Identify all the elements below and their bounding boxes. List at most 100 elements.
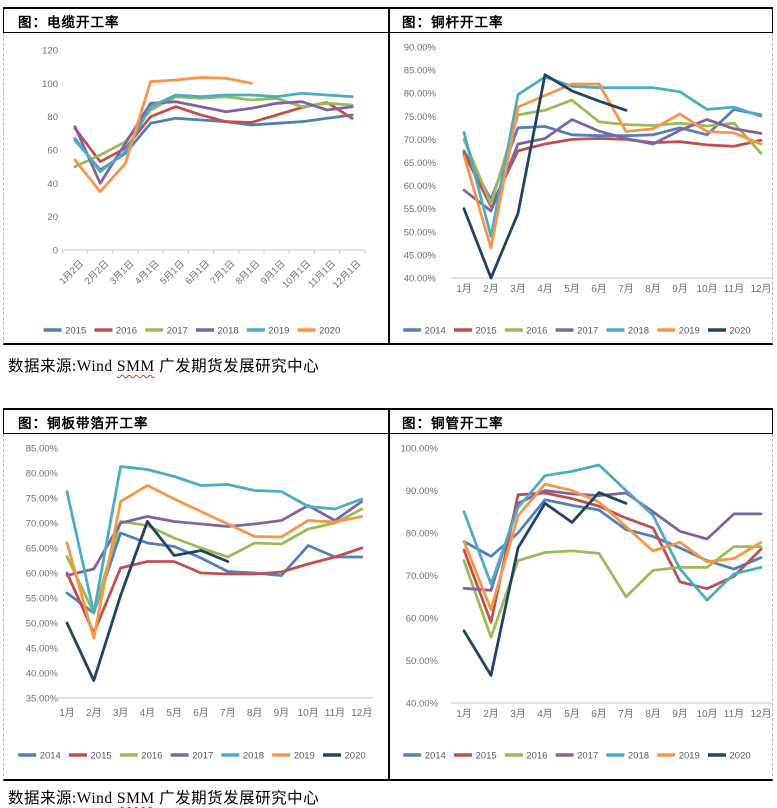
svg-text:8月: 8月 <box>247 707 263 719</box>
svg-text:3月: 3月 <box>510 283 526 295</box>
svg-text:8月: 8月 <box>645 283 661 295</box>
svg-text:100: 100 <box>42 79 58 90</box>
svg-text:6月: 6月 <box>193 707 209 719</box>
svg-text:60: 60 <box>47 146 58 157</box>
source-note-prefix: 数据来源:Wind <box>8 790 117 807</box>
series-line-2017 <box>462 118 763 213</box>
svg-text:60.00%: 60.00% <box>406 614 439 625</box>
svg-text:3月: 3月 <box>510 708 526 720</box>
svg-text:7月: 7月 <box>618 283 634 295</box>
svg-text:50.00%: 50.00% <box>406 656 439 667</box>
svg-text:2月: 2月 <box>483 283 499 295</box>
svg-text:85.00%: 85.00% <box>404 66 437 77</box>
svg-text:10月: 10月 <box>696 283 717 295</box>
svg-text:20: 20 <box>47 212 58 223</box>
svg-text:45.00%: 45.00% <box>404 250 437 261</box>
series-line-2018 <box>462 75 763 238</box>
svg-text:70.00%: 70.00% <box>404 135 437 146</box>
svg-text:75.00%: 75.00% <box>26 494 59 505</box>
figure-title-row-bottom: 图：铜板带箔开工率 图：铜管开工率 <box>3 408 773 434</box>
svg-text:7月: 7月 <box>618 708 634 720</box>
source-note-brand: SMM <box>117 790 155 807</box>
series-line-2018 <box>73 100 354 185</box>
svg-text:4月1日: 4月1日 <box>133 258 162 287</box>
svg-text:45.00%: 45.00% <box>26 644 59 655</box>
figure-row-bottom: 图：铜板带箔开工率 图：铜管开工率 35.00% 40.00% 45.00% 50.0… <box>3 408 773 781</box>
svg-text:90.00%: 90.00% <box>404 43 437 54</box>
y-axis-labels: 40.00% 50.00% 60.00% 70.00% 80.00% 90.00% 100.… <box>400 444 438 710</box>
series-line-2015 <box>73 113 354 172</box>
svg-text:9月: 9月 <box>274 707 290 719</box>
svg-text:5月1日: 5月1日 <box>158 258 187 287</box>
x-axis-labels: 1月 2月 3月 4月 5月 6月 7月 8月 9月 10月 11月 12月 <box>456 708 771 720</box>
series-line-2019 <box>73 91 354 174</box>
legend-label-2016: 2016 <box>141 751 162 762</box>
svg-text:12月: 12月 <box>351 707 372 719</box>
x-axis-labels: 1月 2月 3月 4月 5月 6月 7月 8月 9月 10月 11月 12月 <box>456 283 771 295</box>
legend-label-2020: 2020 <box>319 326 340 337</box>
source-note: 数据来源:Wind SMM 广发期货发展研究中心 <box>8 786 319 808</box>
series-line-2015 <box>65 546 364 635</box>
series-line-2020 <box>65 520 230 682</box>
svg-text:85.00%: 85.00% <box>26 444 59 455</box>
svg-text:5月: 5月 <box>564 283 580 295</box>
x-axis <box>61 249 366 254</box>
series-line-2020 <box>462 73 628 280</box>
legend: 2014 2015 2016 2017 2018 2019 2020 <box>403 326 751 337</box>
svg-text:40.00%: 40.00% <box>26 669 59 680</box>
series-line-2020 <box>462 491 628 677</box>
svg-text:1月: 1月 <box>59 707 75 719</box>
svg-text:7月1日: 7月1日 <box>209 258 238 287</box>
x-axis-labels: 1月2日2月2日3月1日4月1日5月1日6月1日7月1日8月1日9月1日10月1… <box>57 258 363 290</box>
legend-label-2016: 2016 <box>526 326 547 337</box>
legend-label-2015: 2015 <box>476 326 497 337</box>
svg-text:1月: 1月 <box>456 708 472 720</box>
copper-strip-foil-operating-rate-chart: 35.00% 40.00% 45.00% 50.00% 55.00% 60.00% 65.0… <box>18 444 374 762</box>
source-note-brand: SMM <box>117 358 155 375</box>
series-lines <box>462 463 763 677</box>
svg-text:10月1日: 10月1日 <box>280 258 312 290</box>
svg-text:70.00%: 70.00% <box>406 571 439 582</box>
svg-text:3月1日: 3月1日 <box>108 258 137 287</box>
svg-text:35.00%: 35.00% <box>26 694 59 705</box>
series-line-2018 <box>65 465 364 615</box>
svg-text:40.00%: 40.00% <box>404 274 437 285</box>
svg-text:120: 120 <box>42 46 58 57</box>
legend-label-2014: 2014 <box>425 326 446 337</box>
legend-label-2018: 2018 <box>243 751 264 762</box>
svg-text:9月: 9月 <box>672 708 688 720</box>
svg-text:2月2日: 2月2日 <box>83 258 112 287</box>
series-line-2016 <box>73 101 354 164</box>
svg-text:4月: 4月 <box>537 708 553 720</box>
svg-text:80.00%: 80.00% <box>26 469 59 480</box>
copper-strip-chart-cell: 35.00% 40.00% 45.00% 50.00% 55.00% 60.00% 65.0… <box>4 434 390 779</box>
svg-text:50.00%: 50.00% <box>26 619 59 630</box>
legend-label-2015: 2015 <box>476 751 497 762</box>
svg-text:50.00%: 50.00% <box>404 227 437 238</box>
svg-text:65.00%: 65.00% <box>26 544 59 555</box>
legend-label-2018: 2018 <box>628 751 649 762</box>
legend-label-2018: 2018 <box>628 326 649 337</box>
legend-label-2016: 2016 <box>116 326 137 337</box>
svg-text:80.00%: 80.00% <box>404 89 437 100</box>
source-note-suffix: 广发期货发展研究中心 <box>154 790 320 807</box>
svg-text:12月: 12月 <box>750 283 771 295</box>
svg-text:10月: 10月 <box>298 707 319 719</box>
series-lines <box>65 465 364 682</box>
legend-label-2017: 2017 <box>192 751 213 762</box>
legend-label-2017: 2017 <box>167 326 188 337</box>
svg-text:2月: 2月 <box>483 708 499 720</box>
legend-label-2020: 2020 <box>345 751 366 762</box>
series-line-2015 <box>462 137 763 208</box>
svg-text:5月: 5月 <box>564 708 580 720</box>
series-line-2020 <box>73 76 253 194</box>
figure-title-row-top: 图：电缆开工率 图：铜杆开工率 <box>3 7 773 33</box>
figure-row-top: 图：电缆开工率 图：铜杆开工率 0 20 40 60 80 100 120 1月2日 2月2日 3… <box>3 7 773 345</box>
figure-chart-row-bottom: 35.00% 40.00% 45.00% 50.00% 55.00% 60.00% 65.0… <box>3 434 773 781</box>
series-line-2017 <box>73 95 354 169</box>
svg-text:100.00%: 100.00% <box>400 444 438 455</box>
svg-text:11月: 11月 <box>724 283 744 295</box>
legend-label-2017: 2017 <box>577 751 598 762</box>
svg-text:40.00%: 40.00% <box>406 699 439 710</box>
series-line-2018 <box>462 463 763 602</box>
